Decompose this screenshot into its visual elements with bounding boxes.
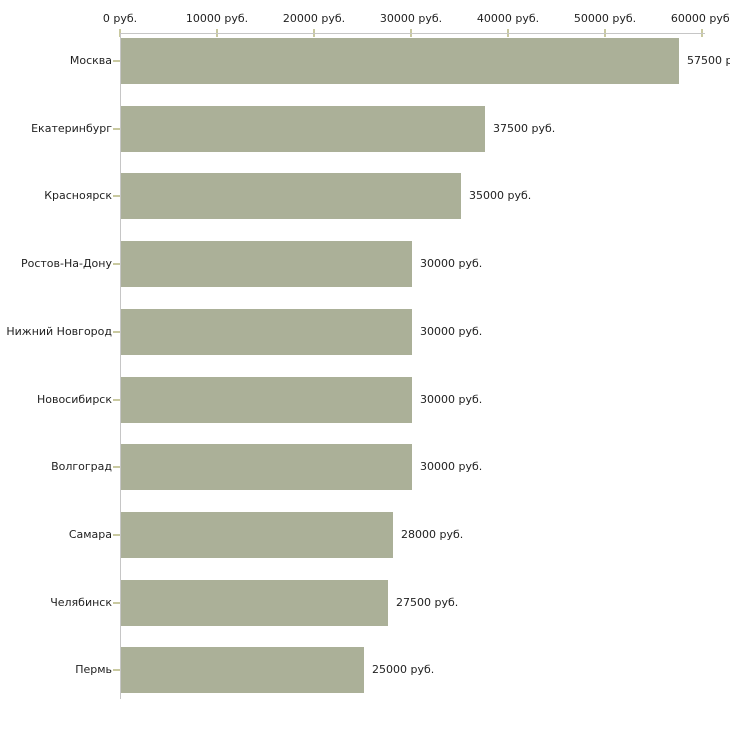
value-label: 30000 руб.: [420, 257, 483, 270]
category-label: Москва: [69, 54, 112, 67]
y-axis-line: [120, 33, 121, 699]
value-label: 28000 руб.: [401, 528, 464, 541]
bar: [121, 309, 412, 355]
category-label: Пермь: [75, 663, 112, 676]
category-label: Красноярск: [44, 189, 112, 202]
x-tick-label: 30000 руб.: [379, 12, 443, 25]
bar: [121, 444, 412, 490]
value-label: 35000 руб.: [469, 189, 532, 202]
y-tick-mark: [113, 534, 120, 536]
value-label: 57500 руб.: [687, 54, 730, 67]
category-label: Новосибирск: [36, 393, 112, 406]
bar: [121, 580, 388, 626]
category-label: Челябинск: [50, 596, 112, 609]
y-tick-mark: [113, 669, 120, 671]
category-label: Ростов-На-Дону: [20, 257, 112, 270]
x-tick-label: 40000 руб.: [476, 12, 540, 25]
category-label: Самара: [68, 528, 112, 541]
y-tick-mark: [113, 399, 120, 401]
x-axis-line: [120, 33, 705, 34]
value-label: 25000 руб.: [372, 663, 435, 676]
bar: [121, 377, 412, 423]
value-label: 30000 руб.: [420, 325, 483, 338]
x-tick-label: 0 руб.: [102, 12, 138, 25]
x-tick-label: 50000 руб.: [573, 12, 637, 25]
value-label: 30000 руб.: [420, 393, 483, 406]
bar: [121, 647, 364, 693]
bar: [121, 512, 393, 558]
category-label: Волгоград: [51, 460, 112, 473]
bar: [121, 106, 485, 152]
y-tick-mark: [113, 195, 120, 197]
y-tick-mark: [113, 602, 120, 604]
value-label: 30000 руб.: [420, 460, 483, 473]
value-label: 37500 руб.: [493, 122, 556, 135]
x-tick-label: 10000 руб.: [185, 12, 249, 25]
bar: [121, 173, 461, 219]
bar: [121, 38, 679, 84]
bar: [121, 241, 412, 287]
y-tick-mark: [113, 128, 120, 130]
category-label: Нижний Новгород: [6, 325, 112, 338]
value-label: 27500 руб.: [396, 596, 459, 609]
y-tick-mark: [113, 331, 120, 333]
x-tick-label: 20000 руб.: [282, 12, 346, 25]
y-tick-mark: [113, 263, 120, 265]
category-label: Екатеринбург: [31, 122, 112, 135]
y-tick-mark: [113, 60, 120, 62]
x-tick-label: 60000 руб.: [670, 12, 730, 25]
y-tick-mark: [113, 466, 120, 468]
